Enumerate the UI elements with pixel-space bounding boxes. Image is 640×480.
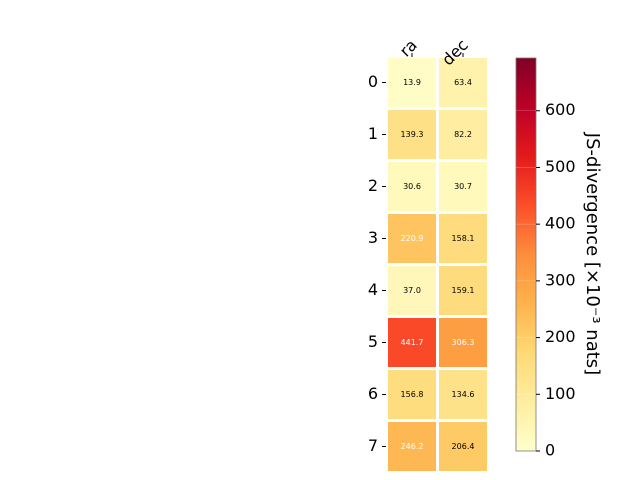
heatmap-cell-1-ra bbox=[388, 110, 436, 159]
colorbar-tick-label: 300 bbox=[545, 270, 576, 289]
cell-value-label: 30.7 bbox=[454, 182, 472, 191]
heatmap-cell-5-ra bbox=[388, 318, 436, 367]
row-tick-label: 4 bbox=[368, 280, 378, 299]
colorbar-gradient bbox=[515, 57, 537, 452]
row-tick-label: 0 bbox=[368, 72, 378, 91]
heatmap-cell-0-dec bbox=[439, 58, 487, 107]
cell-value-label: 441.7 bbox=[401, 338, 424, 347]
colorbar-tick-label: 400 bbox=[545, 214, 576, 233]
heatmap-cell-4-dec bbox=[439, 266, 487, 315]
cell-value-label: 159.1 bbox=[452, 286, 475, 295]
cell-value-label: 63.4 bbox=[454, 78, 472, 87]
heatmap-cell-6-ra bbox=[388, 370, 436, 419]
cell-value-label: 158.1 bbox=[452, 234, 475, 243]
heatmap-cells: 13.9 63.4 139.3 82.2 30.6 30.7 220.9 158.1 37.0 1… bbox=[388, 58, 487, 471]
colorbar-tick-label: 100 bbox=[545, 384, 576, 403]
colorbar-ticks: 0 100 200 300 400 500 600 bbox=[516, 100, 576, 460]
cell-value-label: 134.6 bbox=[452, 390, 475, 399]
row-tick-label: 7 bbox=[368, 436, 378, 455]
colorbar-label: JS-divergence [×10⁻³ nats] bbox=[582, 132, 603, 375]
heatmap-cell-5-dec bbox=[439, 318, 487, 367]
heatmap-cell-7-ra bbox=[388, 422, 436, 471]
heatmap-cell-1-dec bbox=[439, 110, 487, 159]
heatmap-cell-2-dec bbox=[439, 162, 487, 211]
heatmap-cell-2-ra bbox=[388, 162, 436, 211]
cell-value-label: 82.2 bbox=[454, 130, 472, 139]
cell-value-label: 37.0 bbox=[403, 286, 421, 295]
heatmap-cell-4-ra bbox=[388, 266, 436, 315]
cell-value-label: 206.4 bbox=[452, 442, 475, 451]
row-tick-label: 6 bbox=[368, 384, 378, 403]
row-tick-label: 2 bbox=[368, 176, 378, 195]
column-tick-label: ra bbox=[396, 35, 421, 60]
row-tick-labels: 0 1 2 3 4 5 6 7 bbox=[368, 72, 386, 455]
cell-value-label: 246.2 bbox=[401, 442, 424, 451]
cell-value-label: 13.9 bbox=[403, 78, 421, 87]
colorbar-tick-label: 200 bbox=[545, 327, 576, 346]
cell-value-label: 220.9 bbox=[401, 234, 424, 243]
cell-value-label: 156.8 bbox=[401, 390, 424, 399]
heatmap-cell-3-dec bbox=[439, 214, 487, 263]
heatmap-cell-7-dec bbox=[439, 422, 487, 471]
row-tick-label: 5 bbox=[368, 332, 378, 351]
colorbar: 0 100 200 300 400 500 600 JS-divergence [×10⁻³… bbox=[515, 57, 603, 460]
row-tick-label: 3 bbox=[368, 228, 378, 247]
row-tick-label: 1 bbox=[368, 124, 378, 143]
heatmap-cell-3-ra bbox=[388, 214, 436, 263]
cell-value-label: 30.6 bbox=[403, 182, 421, 191]
colorbar-tick-label: 0 bbox=[545, 441, 555, 460]
heatmap-cell-6-dec bbox=[439, 370, 487, 419]
colorbar-tick-label: 500 bbox=[545, 157, 576, 176]
cell-value-label: 139.3 bbox=[401, 130, 424, 139]
colorbar-tick-label: 600 bbox=[545, 100, 576, 119]
heatmap-cell-0-ra bbox=[388, 58, 436, 107]
cell-value-label: 306.3 bbox=[452, 338, 475, 347]
